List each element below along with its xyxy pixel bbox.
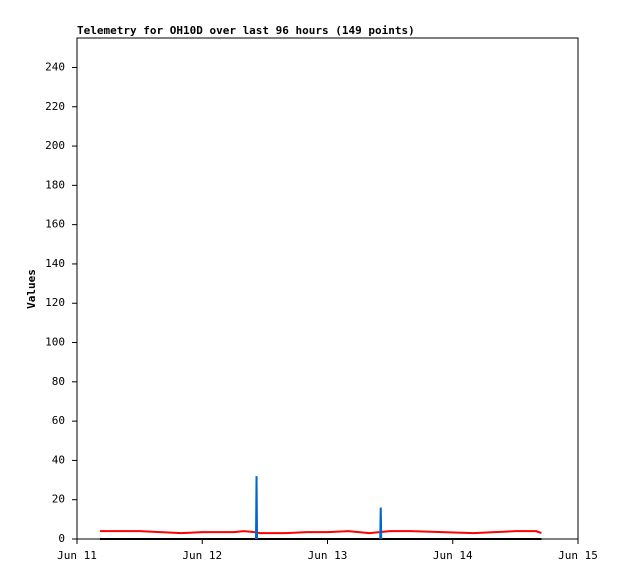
series-line	[99, 530, 542, 535]
x-tick-label: Jun 14	[433, 549, 473, 562]
y-tick-label: 140	[45, 257, 65, 270]
y-tick-label: 100	[45, 336, 65, 349]
y-tick-label: 40	[52, 453, 65, 466]
plot-frame	[76, 37, 579, 540]
chart-title: Telemetry for OH10D over last 96 hours (…	[77, 24, 415, 37]
y-tick-label: 20	[52, 493, 65, 506]
series-line	[255, 476, 383, 540]
x-tick-label: Jun 11	[57, 549, 97, 562]
y-tick-label: 200	[45, 139, 65, 152]
y-tick-label: 120	[45, 296, 65, 309]
y-axis-label: Values	[25, 269, 38, 309]
y-tick-label: 220	[45, 100, 65, 113]
x-tick-label: Jun 15	[558, 549, 598, 562]
y-tick-label: 160	[45, 218, 65, 231]
y-tick-label: 240	[45, 60, 65, 73]
y-tick-label: 60	[52, 414, 65, 427]
y-tick-label: 0	[58, 532, 65, 545]
y-tick-label: 80	[52, 375, 65, 388]
x-tick-label: Jun 13	[308, 549, 348, 562]
x-tick-label: Jun 12	[182, 549, 222, 562]
y-tick-label: 180	[45, 178, 65, 191]
